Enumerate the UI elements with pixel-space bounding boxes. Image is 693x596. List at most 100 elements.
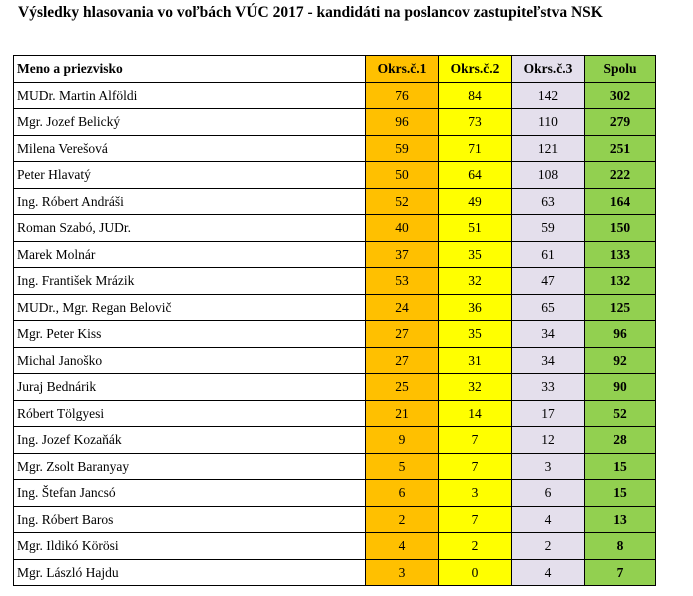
okrsok-1-votes: 24 — [365, 293, 439, 321]
spolu-votes: 13 — [584, 505, 656, 533]
okrsok-3-votes: 6 — [511, 479, 585, 507]
spolu-votes: 302 — [584, 81, 656, 109]
okrsok-2-votes: 32 — [438, 373, 512, 401]
okrsok-2-votes: 36 — [438, 293, 512, 321]
okrsok-1-votes: 37 — [365, 240, 439, 268]
spolu-votes: 150 — [584, 214, 656, 242]
header-name: Meno a priezvisko — [13, 55, 366, 83]
okrsok-2-votes: 64 — [438, 161, 512, 189]
spolu-votes: 92 — [584, 346, 656, 374]
okrsok-3-votes: 142 — [511, 81, 585, 109]
table-row: MUDr., Mgr. Regan Belovič 24 36 65 125 — [13, 293, 656, 321]
page-title: Výsledky hlasovania vo voľbách VÚC 2017 … — [18, 4, 603, 21]
table-body: MUDr. Martin Alföldi 76 84 142 302 Mgr. Jozef… — [13, 81, 656, 586]
spolu-votes: 96 — [584, 320, 656, 348]
table-row: Michal Janoško 27 31 34 92 — [13, 346, 656, 374]
table-row: Ing. Róbert Baros 2 7 4 13 — [13, 505, 656, 533]
okrsok-2-votes: 73 — [438, 108, 512, 136]
okrsok-3-votes: 61 — [511, 240, 585, 268]
table-row: Mgr. Peter Kiss 27 35 34 96 — [13, 320, 656, 348]
okrsok-3-votes: 12 — [511, 426, 585, 454]
candidate-name: Mgr. Ildikó Körösi — [13, 532, 366, 560]
spolu-votes: 15 — [584, 452, 656, 480]
okrsok-1-votes: 96 — [365, 108, 439, 136]
candidate-name: Ing. Štefan Jancsó — [13, 479, 366, 507]
spolu-votes: 52 — [584, 399, 656, 427]
table-row: Mgr. Jozef Belický 96 73 110 279 — [13, 108, 656, 136]
spolu-votes: 15 — [584, 479, 656, 507]
spolu-votes: 133 — [584, 240, 656, 268]
candidate-name: Mgr. Jozef Belický — [13, 108, 366, 136]
okrsok-2-votes: 35 — [438, 320, 512, 348]
table-row: Marek Molnár 37 35 61 133 — [13, 240, 656, 268]
spolu-votes: 132 — [584, 267, 656, 295]
table-row: Ing. Štefan Jancsó 6 3 6 15 — [13, 479, 656, 507]
header-okrsok-3: Okrs.č.3 — [511, 55, 585, 83]
okrsok-3-votes: 63 — [511, 187, 585, 215]
spolu-votes: 125 — [584, 293, 656, 321]
candidate-name: Peter Hlavatý — [13, 161, 366, 189]
header-spolu: Spolu — [584, 55, 656, 83]
okrsok-2-votes: 7 — [438, 505, 512, 533]
table-row: Peter Hlavatý 50 64 108 222 — [13, 161, 656, 189]
candidate-name: Mgr. László Hajdu — [13, 558, 366, 586]
okrsok-3-votes: 59 — [511, 214, 585, 242]
table-row: Roman Szabó, JUDr. 40 51 59 150 — [13, 214, 656, 242]
okrsok-1-votes: 59 — [365, 134, 439, 162]
okrsok-2-votes: 2 — [438, 532, 512, 560]
table-row: Mgr. Zsolt Baranyay 5 7 3 15 — [13, 452, 656, 480]
okrsok-2-votes: 84 — [438, 81, 512, 109]
spolu-votes: 8 — [584, 532, 656, 560]
okrsok-3-votes: 33 — [511, 373, 585, 401]
okrsok-3-votes: 47 — [511, 267, 585, 295]
okrsok-2-votes: 49 — [438, 187, 512, 215]
candidate-name: Milena Verešová — [13, 134, 366, 162]
okrsok-3-votes: 34 — [511, 320, 585, 348]
candidate-name: Juraj Bednárik — [13, 373, 366, 401]
candidate-name: Róbert Tölgyesi — [13, 399, 366, 427]
okrsok-3-votes: 110 — [511, 108, 585, 136]
okrsok-1-votes: 53 — [365, 267, 439, 295]
okrsok-2-votes: 71 — [438, 134, 512, 162]
okrsok-1-votes: 21 — [365, 399, 439, 427]
okrsok-2-votes: 31 — [438, 346, 512, 374]
header-okrsok-1: Okrs.č.1 — [365, 55, 439, 83]
table-row: Róbert Tölgyesi 21 14 17 52 — [13, 399, 656, 427]
okrsok-3-votes: 65 — [511, 293, 585, 321]
spolu-votes: 7 — [584, 558, 656, 586]
okrsok-1-votes: 5 — [365, 452, 439, 480]
table-row: Milena Verešová 59 71 121 251 — [13, 134, 656, 162]
okrsok-1-votes: 27 — [365, 346, 439, 374]
okrsok-3-votes: 121 — [511, 134, 585, 162]
okrsok-2-votes: 7 — [438, 426, 512, 454]
spolu-votes: 222 — [584, 161, 656, 189]
candidate-name: Ing. Jozef Kozaňák — [13, 426, 366, 454]
candidate-name: Marek Molnár — [13, 240, 366, 268]
okrsok-2-votes: 32 — [438, 267, 512, 295]
okrsok-1-votes: 76 — [365, 81, 439, 109]
spolu-votes: 164 — [584, 187, 656, 215]
okrsok-1-votes: 2 — [365, 505, 439, 533]
okrsok-3-votes: 34 — [511, 346, 585, 374]
okrsok-2-votes: 0 — [438, 558, 512, 586]
table-row: Ing. František Mrázik 53 32 47 132 — [13, 267, 656, 295]
okrsok-2-votes: 14 — [438, 399, 512, 427]
table-row: Mgr. Ildikó Körösi 4 2 2 8 — [13, 532, 656, 560]
spolu-votes: 251 — [584, 134, 656, 162]
okrsok-1-votes: 40 — [365, 214, 439, 242]
okrsok-2-votes: 7 — [438, 452, 512, 480]
okrsok-3-votes: 4 — [511, 558, 585, 586]
okrsok-3-votes: 17 — [511, 399, 585, 427]
okrsok-2-votes: 3 — [438, 479, 512, 507]
candidate-name: Roman Szabó, JUDr. — [13, 214, 366, 242]
okrsok-3-votes: 2 — [511, 532, 585, 560]
spolu-votes: 90 — [584, 373, 656, 401]
okrsok-3-votes: 3 — [511, 452, 585, 480]
candidate-name: Michal Janoško — [13, 346, 366, 374]
table-header-row: Meno a priezvisko Okrs.č.1 Okrs.č.2 Okrs… — [13, 55, 656, 83]
okrsok-1-votes: 3 — [365, 558, 439, 586]
table-row: Ing. Róbert Andráši 52 49 63 164 — [13, 187, 656, 215]
header-okrsok-2: Okrs.č.2 — [438, 55, 512, 83]
okrsok-1-votes: 50 — [365, 161, 439, 189]
okrsok-2-votes: 35 — [438, 240, 512, 268]
